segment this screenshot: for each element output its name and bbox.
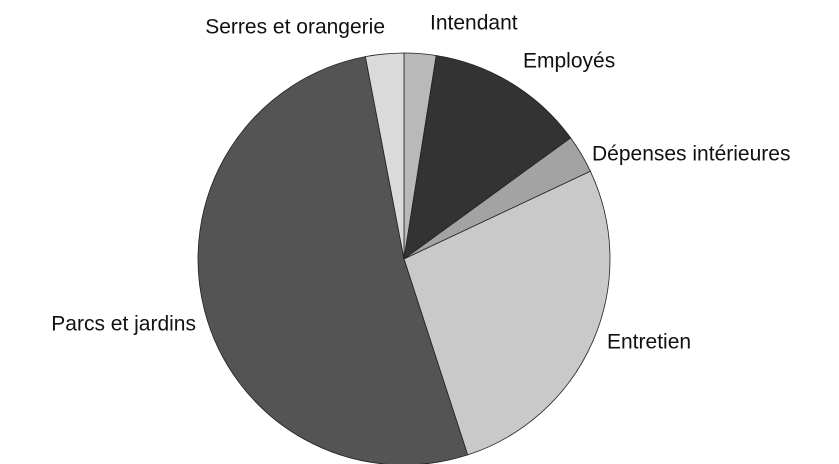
pie-slice: [403, 170, 611, 456]
slice-label: Dépenses intérieures: [592, 143, 790, 166]
slice-label: Employés: [523, 50, 615, 73]
slice-label: Intendant: [430, 12, 518, 35]
slice-label: Serres et orangerie: [205, 16, 385, 39]
slice-label: Parcs et jardins: [51, 313, 196, 336]
pie-slice: [403, 55, 572, 260]
slice-label: Entretien: [607, 331, 691, 354]
pie-slice: [364, 52, 405, 260]
pie-slice: [197, 56, 469, 464]
